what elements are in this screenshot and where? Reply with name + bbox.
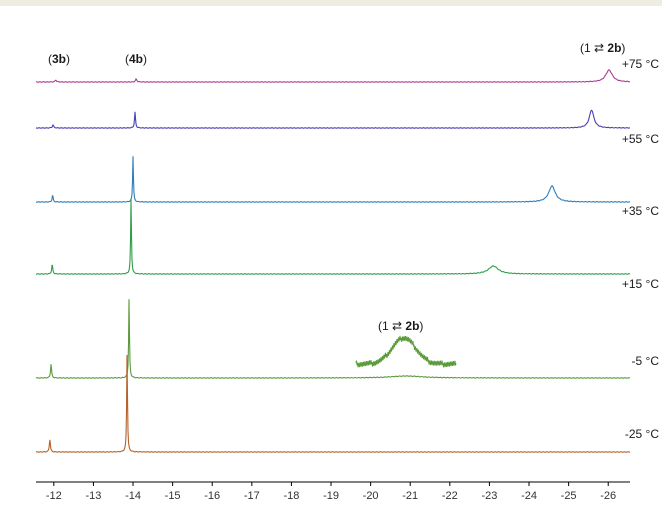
trace-plus75c <box>35 69 631 83</box>
x-tick-label: -21 <box>402 490 418 502</box>
temp-label-plus55c: +55 °C <box>622 132 659 146</box>
x-tick-label: -25 <box>561 490 577 502</box>
annotation-4b: (4b) <box>125 52 147 66</box>
x-tick-label: -20 <box>363 490 379 502</box>
x-tick-label: -22 <box>442 490 458 502</box>
trace-minus25c <box>35 354 630 453</box>
x-tick-label: -19 <box>323 490 339 502</box>
annotation-1-2b-top: (1 ⇄ 2b) <box>580 41 625 55</box>
x-tick-label: -17 <box>244 490 260 502</box>
x-tick-label: -18 <box>283 490 299 502</box>
peak-magnification-inset <box>355 335 457 368</box>
x-tick-label: -24 <box>521 490 537 502</box>
spectrum-traces <box>35 69 631 453</box>
temp-label-plus75c: +75 °C <box>622 57 659 71</box>
annotation-1-2b-inset: (1 ⇄ 2b) <box>378 319 423 333</box>
trace-plus15c <box>36 198 631 275</box>
temp-label-plus15c: +15 °C <box>622 277 659 291</box>
inset-trace <box>355 335 457 368</box>
trace-minus5c <box>35 299 631 379</box>
top-border-strip <box>0 0 662 6</box>
x-tick-label: -16 <box>204 490 220 502</box>
temp-label-minus5c: -5 °C <box>632 354 660 368</box>
temperature-labels: +75 °C +55 °C +35 °C +15 °C -5 °C -25 °C <box>622 57 659 441</box>
x-tick-label: -14 <box>125 490 141 502</box>
temp-label-minus25c: -25 °C <box>625 427 659 441</box>
x-axis: -12 -13 -14 -15 -16 -17 -18 -19 -20 -21 -22 -23 -24 -… <box>36 481 630 502</box>
x-tick-label: -13 <box>85 490 101 502</box>
annotation-3b: (3b) <box>48 52 70 66</box>
x-tick-label: -12 <box>46 490 62 502</box>
x-tick-label: -15 <box>165 490 181 502</box>
temp-label-plus35c: +35 °C <box>622 204 659 218</box>
x-tick-label: -23 <box>481 490 497 502</box>
x-tick-label: -26 <box>600 490 616 502</box>
trace-plus55c <box>35 109 631 129</box>
trace-plus35c <box>35 156 631 203</box>
